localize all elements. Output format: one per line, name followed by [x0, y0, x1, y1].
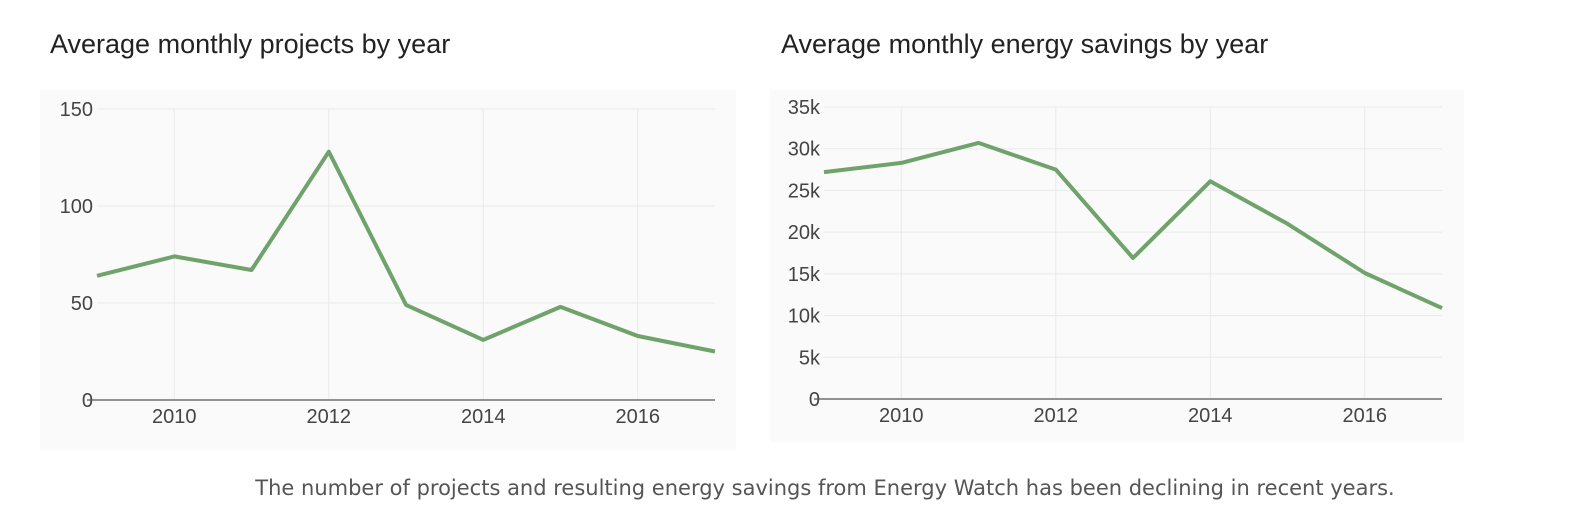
- projects-y-tick-label: 100: [60, 196, 93, 218]
- projects-x-tick-label: 2010: [152, 406, 197, 428]
- savings-y-tick-label: 10k: [788, 306, 821, 328]
- projects-x-tick-label: 2014: [461, 406, 506, 428]
- projects-chart-title: Average monthly projects by year: [50, 29, 451, 59]
- projects-y-tick-label: 50: [71, 293, 93, 315]
- savings-x-tick-label: 2016: [1343, 405, 1388, 427]
- projects-x-tick-label: 2016: [616, 406, 661, 428]
- savings-y-tick-label: 0: [809, 389, 820, 411]
- savings-chart-title: Average monthly energy savings by year: [781, 29, 1269, 59]
- savings-y-tick-label: 25k: [788, 180, 821, 202]
- projects-y-tick-label: 150: [60, 99, 93, 121]
- savings-y-tick-label: 5k: [799, 347, 821, 369]
- figure-caption: The number of projects and resulting ene…: [255, 476, 1395, 500]
- savings-x-tick-label: 2014: [1188, 405, 1233, 427]
- projects-series-line: [96, 149, 716, 354]
- savings-plot-background: [770, 90, 1464, 442]
- savings-series-line: [823, 140, 1443, 310]
- savings-y-tick-label: 35k: [788, 97, 821, 119]
- savings-y-tick-label: 15k: [788, 264, 821, 286]
- projects-x-tick-label: 2012: [307, 406, 352, 428]
- savings-y-tick-label: 20k: [788, 222, 821, 244]
- projects-y-tick-label: 0: [82, 390, 93, 412]
- projects-chart: 0 50 100 150 2010 2012 2014 2016: [40, 90, 736, 450]
- savings-x-tick-label: 2010: [879, 405, 924, 427]
- savings-y-tick-label: 30k: [788, 139, 821, 161]
- savings-x-tick-label: 2012: [1034, 405, 1079, 427]
- savings-chart: 0 5k 10k 15k 20k 25k 30k 35k 2010 2012 2014 2016: [770, 90, 1464, 442]
